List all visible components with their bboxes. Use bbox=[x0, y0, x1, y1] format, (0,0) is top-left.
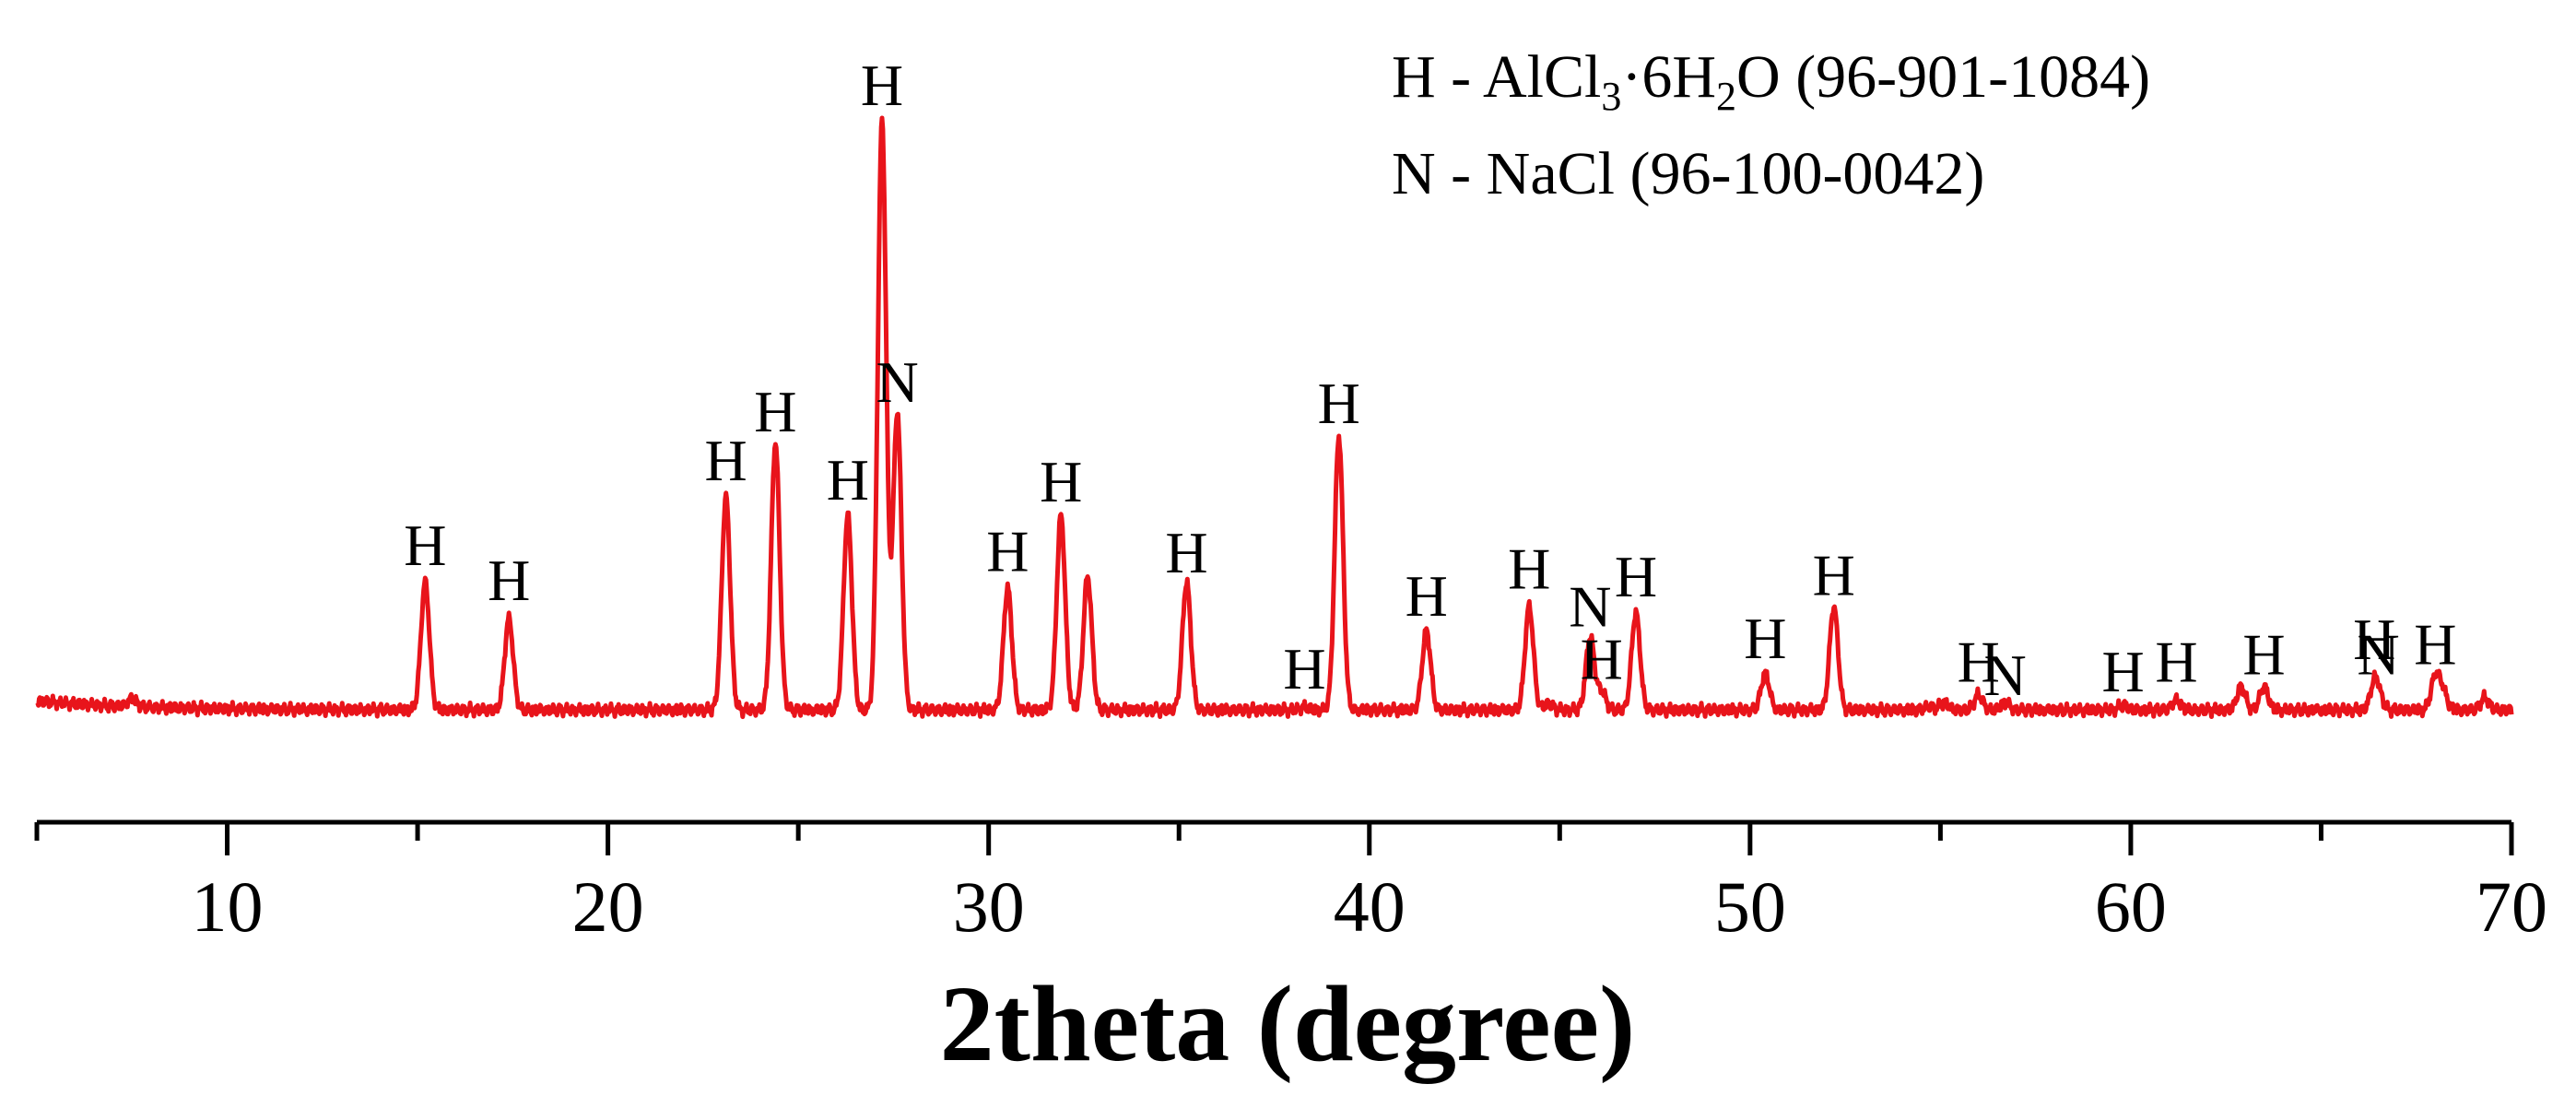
legend-reference: (96-901-1084) bbox=[1781, 43, 2150, 111]
peak-label-14: H bbox=[1406, 563, 1448, 629]
peak-label-8: H bbox=[986, 518, 1029, 583]
peak-label-29: H bbox=[2242, 621, 2285, 687]
x-tick-label-70: 70 bbox=[2476, 866, 2547, 947]
x-tick-label-40: 40 bbox=[1334, 866, 1406, 947]
legend-formula-part: ·6H bbox=[1621, 43, 1716, 111]
x-tick-label-30: 30 bbox=[953, 866, 1025, 947]
peak-label-17: N bbox=[1569, 574, 1611, 640]
legend: H - AlCl3·6H2O (96-901-1084) N - NaCl (96… bbox=[1392, 43, 2150, 207]
peak-label-21: H bbox=[1813, 542, 1855, 607]
legend-symbol: N - bbox=[1392, 140, 1487, 207]
peak-label-24: H bbox=[1958, 630, 2000, 695]
legend-entry-n: N - NaCl (96-100-0042) bbox=[1392, 140, 1984, 207]
x-axis-minor-ticks bbox=[34, 822, 2323, 841]
peak-label-18: H bbox=[1581, 627, 1623, 692]
x-tick-label-20: 20 bbox=[572, 866, 644, 947]
peak-label-12: H bbox=[1283, 636, 1325, 701]
peak-label-25: N bbox=[1983, 642, 2026, 708]
peak-label-20: H bbox=[1744, 606, 1786, 671]
x-axis-ticks bbox=[225, 822, 2514, 855]
legend-formula-part: O bbox=[1736, 43, 1781, 111]
peak-label-13: H bbox=[1318, 371, 1360, 436]
peak-label-1: H bbox=[404, 513, 446, 578]
legend-entry-h: H - AlCl3·6H2O (96-901-1084) bbox=[1392, 43, 2150, 119]
legend-reference: (96-100-0042) bbox=[1615, 140, 1984, 207]
x-tick-label-10: 10 bbox=[192, 866, 264, 947]
legend-formula-part: NaCl bbox=[1487, 140, 1615, 207]
peak-label-31: N bbox=[2357, 621, 2399, 687]
peak-label-26: H bbox=[2102, 639, 2145, 704]
legend-symbol: H - bbox=[1392, 43, 1483, 111]
peak-label-11: H bbox=[1165, 520, 1207, 585]
peak-label-4: H bbox=[754, 379, 796, 444]
legend-formula-subscript: 3 bbox=[1601, 74, 1621, 119]
peak-label-3: H bbox=[705, 428, 747, 493]
xrd-pattern-line bbox=[35, 115, 2514, 720]
x-tick-label-50: 50 bbox=[1714, 866, 1786, 947]
peak-label-2: H bbox=[488, 548, 530, 613]
peak-label-6: H bbox=[861, 53, 903, 118]
peak-label-19: H bbox=[1615, 544, 1657, 609]
peak-label-7: N bbox=[876, 349, 918, 415]
legend-formula-part: AlCl bbox=[1483, 43, 1601, 111]
legend-formula-subscript: 2 bbox=[1716, 74, 1736, 119]
peak-label-15: H bbox=[1508, 536, 1550, 601]
peak-label-5: H bbox=[827, 447, 869, 513]
x-axis-title: 2theta (degree) bbox=[940, 963, 1636, 1084]
peak-label-9: H bbox=[1040, 449, 1082, 514]
x-tick-label-60: 60 bbox=[2095, 866, 2167, 947]
x-axis-tick-labels: 10 20 30 40 50 60 70 bbox=[192, 866, 2547, 947]
peak-label-32: H bbox=[2414, 612, 2456, 678]
peak-label-27: H bbox=[2155, 629, 2197, 694]
peak-label-30: H bbox=[2353, 607, 2395, 672]
